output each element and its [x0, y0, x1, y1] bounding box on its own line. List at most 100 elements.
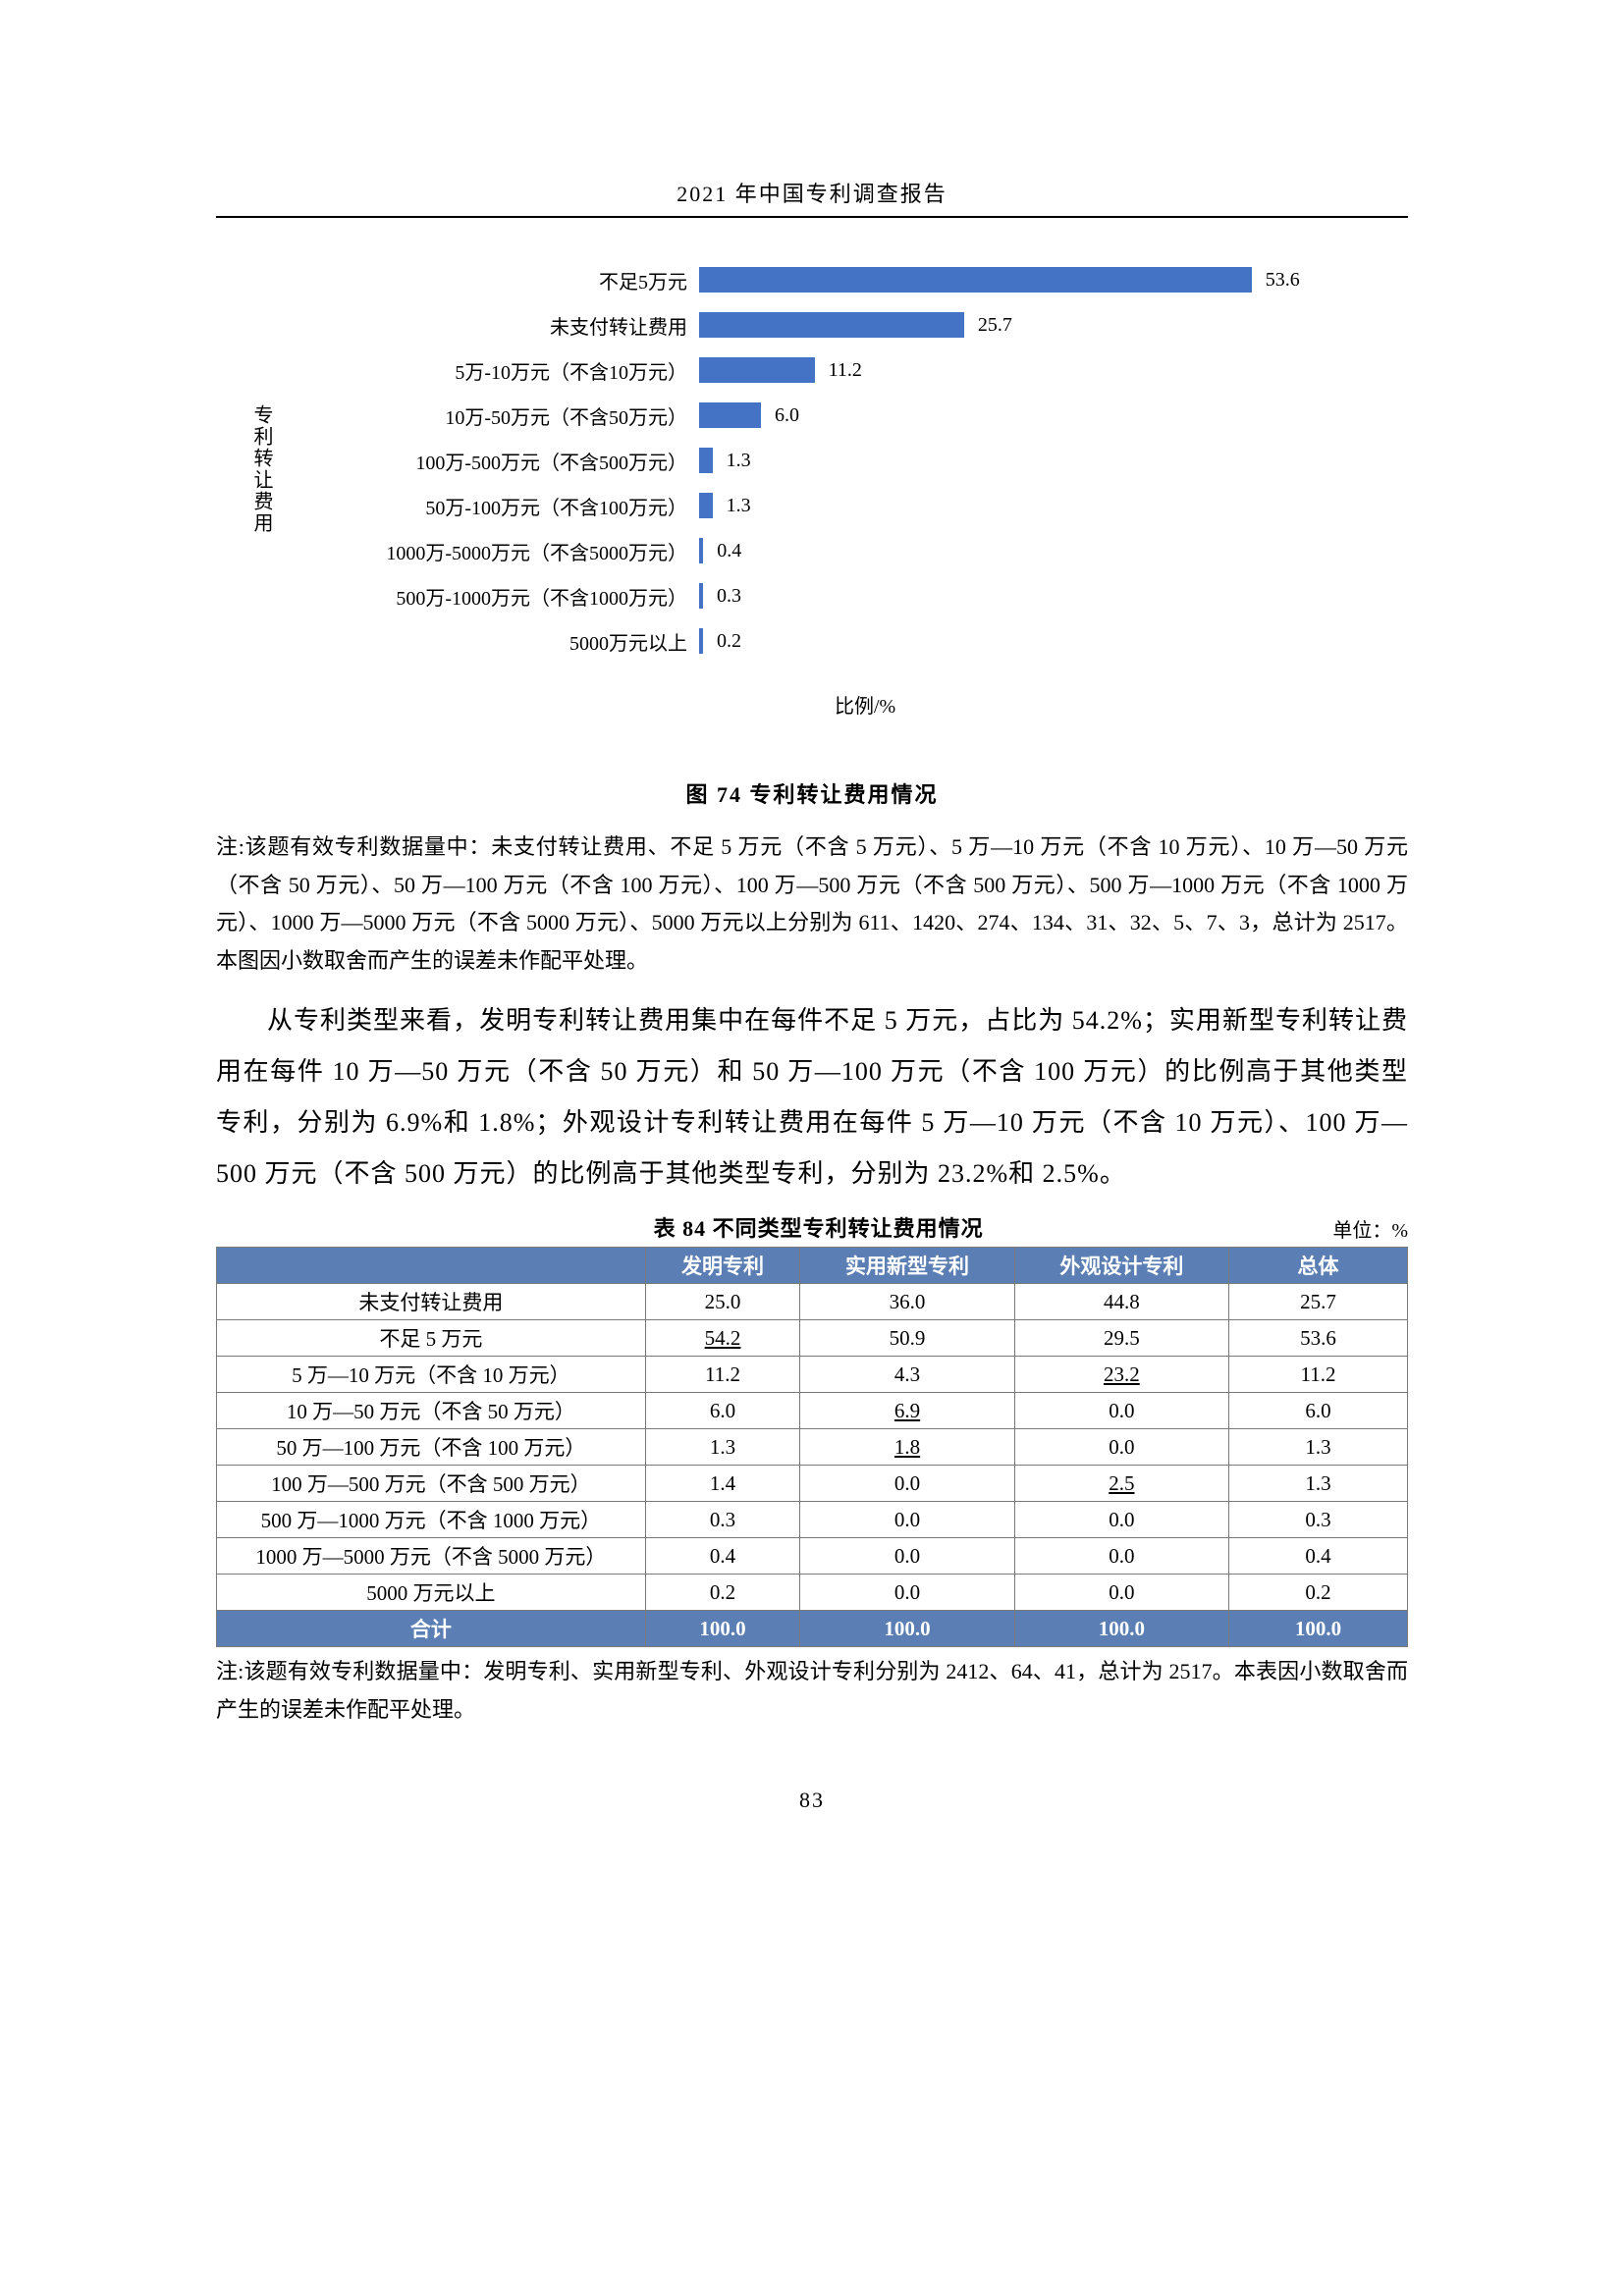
chart-bar: [699, 267, 1252, 293]
table-cell: 4.3: [800, 1357, 1014, 1393]
table-row: 未支付转让费用25.036.044.825.7: [217, 1284, 1408, 1320]
table-cell: 0.0: [1014, 1393, 1228, 1429]
chart-value-label: 0.2: [717, 630, 741, 653]
bar-chart: 专利转让费用 不足5万元53.6未支付转让费用25.75万-10万元（不含10万…: [275, 257, 1408, 719]
chart-row: 5000万元以上 0.2: [275, 618, 1408, 664]
chart-row: 未支付转让费用 25.7: [275, 302, 1408, 347]
table-total-row: 合计100.0100.0100.0100.0: [217, 1611, 1408, 1647]
table-cell: 0.4: [645, 1538, 800, 1575]
table-row-label: 5 万—10 万元（不含 10 万元）: [217, 1357, 646, 1393]
table-cell: 1.3: [1229, 1429, 1408, 1466]
chart-row: 不足5万元 53.6: [275, 257, 1408, 302]
table-row-label: 100 万—500 万元（不含 500 万元）: [217, 1466, 646, 1502]
chart-category-label: 1000万-5000万元（不含5000万元）: [275, 537, 699, 565]
chart-bar: [699, 628, 703, 654]
chart-row: 100万-500万元（不含500万元） 1.3: [275, 438, 1408, 483]
table-row: 50 万—100 万元（不含 100 万元）1.31.80.01.3: [217, 1429, 1408, 1466]
table-cell: 0.3: [645, 1502, 800, 1538]
table-unit: 单位：%: [1332, 1214, 1408, 1243]
table-cell: 1.3: [645, 1429, 800, 1466]
data-table: 发明专利实用新型专利外观设计专利总体 未支付转让费用25.036.044.825…: [216, 1247, 1408, 1647]
chart-value-label: 6.0: [775, 404, 799, 427]
table-cell: 0.0: [800, 1575, 1014, 1611]
table-row-label: 10 万—50 万元（不含 50 万元）: [217, 1393, 646, 1429]
chart-bar: [699, 493, 713, 518]
figure-caption: 图 74 专利转让费用情况: [216, 777, 1408, 809]
table-cell: 100.0: [645, 1611, 800, 1647]
chart-value-label: 25.7: [978, 314, 1012, 337]
table-row: 10 万—50 万元（不含 50 万元）6.06.90.06.0: [217, 1393, 1408, 1429]
chart-category-label: 5000万元以上: [275, 627, 699, 656]
chart-value-label: 0.3: [717, 585, 741, 608]
table-cell: 0.0: [800, 1538, 1014, 1575]
table-cell: 23.2: [1014, 1357, 1228, 1393]
chart-bar: [699, 357, 815, 383]
table-cell: 0.0: [800, 1502, 1014, 1538]
table-cell: 6.0: [645, 1393, 800, 1429]
table-cell: 50.9: [800, 1320, 1014, 1357]
table-row-label: 500 万—1000 万元（不含 1000 万元）: [217, 1502, 646, 1538]
table-row: 1000 万—5000 万元（不含 5000 万元）0.40.00.00.4: [217, 1538, 1408, 1575]
table-cell: 0.0: [1014, 1502, 1228, 1538]
table-cell: 0.2: [645, 1575, 800, 1611]
chart-category-label: 10万-50万元（不含50万元）: [275, 401, 699, 430]
table-cell: 25.7: [1229, 1284, 1408, 1320]
body-paragraph: 从专利类型来看，发明专利转让费用集中在每件不足 5 万元，占比为 54.2%；实…: [216, 995, 1408, 1200]
chart-category-label: 100万-500万元（不含500万元）: [275, 447, 699, 475]
chart-value-label: 11.2: [829, 359, 862, 382]
chart-value-label: 1.3: [727, 450, 751, 472]
table-header-cell: 外观设计专利: [1014, 1248, 1228, 1284]
chart-category-label: 50万-100万元（不含100万元）: [275, 492, 699, 520]
chart-bar: [699, 583, 703, 609]
chart-y-axis-label: 专利转让费用: [247, 404, 276, 534]
table-cell: 54.2: [645, 1320, 800, 1357]
table-cell: 0.3: [1229, 1502, 1408, 1538]
table-cell: 2.5: [1014, 1466, 1228, 1502]
chart-row: 10万-50万元（不含50万元） 6.0: [275, 393, 1408, 438]
table-cell: 36.0: [800, 1284, 1014, 1320]
chart-bar: [699, 448, 713, 473]
table-cell: 44.8: [1014, 1284, 1228, 1320]
chart-category-label: 5万-10万元（不含10万元）: [275, 356, 699, 385]
table-cell: 1.3: [1229, 1466, 1408, 1502]
table-row: 100 万—500 万元（不含 500 万元）1.40.02.51.3: [217, 1466, 1408, 1502]
table-cell: 0.0: [1014, 1538, 1228, 1575]
table-cell: 0.0: [800, 1466, 1014, 1502]
chart-value-label: 0.4: [717, 540, 741, 562]
table-cell: 6.9: [800, 1393, 1014, 1429]
table-row-label: 5000 万元以上: [217, 1575, 646, 1611]
chart-value-label: 53.6: [1266, 269, 1300, 292]
table-cell: 53.6: [1229, 1320, 1408, 1357]
table-row-label: 50 万—100 万元（不含 100 万元）: [217, 1429, 646, 1466]
table-row: 5 万—10 万元（不含 10 万元）11.24.323.211.2: [217, 1357, 1408, 1393]
page-header: 2021 年中国专利调查报告: [216, 177, 1408, 218]
table-row: 不足 5 万元54.250.929.553.6: [217, 1320, 1408, 1357]
table-header-cell: [217, 1248, 646, 1284]
table-header-cell: 发明专利: [645, 1248, 800, 1284]
table-cell: 11.2: [645, 1357, 800, 1393]
figure-note: 注:该题有效专利数据量中：未支付转让费用、不足 5 万元（不含 5 万元）、5 …: [216, 828, 1408, 980]
table-header-cell: 总体: [1229, 1248, 1408, 1284]
table-note: 注:该题有效专利数据量中：发明专利、实用新型专利、外观设计专利分别为 2412、…: [216, 1653, 1408, 1729]
chart-bar: [699, 538, 703, 563]
chart-bar: [699, 312, 964, 338]
chart-category-label: 不足5万元: [275, 266, 699, 294]
chart-row: 1000万-5000万元（不含5000万元） 0.4: [275, 528, 1408, 573]
table-cell: 29.5: [1014, 1320, 1228, 1357]
chart-row: 5万-10万元（不含10万元） 11.2: [275, 347, 1408, 393]
table-cell: 0.2: [1229, 1575, 1408, 1611]
chart-row: 500万-1000万元（不含1000万元） 0.3: [275, 573, 1408, 618]
table-cell: 6.0: [1229, 1393, 1408, 1429]
table-cell: 11.2: [1229, 1357, 1408, 1393]
chart-category-label: 未支付转让费用: [275, 311, 699, 340]
table-cell: 1.4: [645, 1466, 800, 1502]
table-caption: 表 84 不同类型专利转让费用情况: [304, 1211, 1332, 1243]
table-row-label: 未支付转让费用: [217, 1284, 646, 1320]
table-row-label: 不足 5 万元: [217, 1320, 646, 1357]
chart-row: 50万-100万元（不含100万元）1.3: [275, 483, 1408, 528]
chart-x-axis-label: 比例/%: [835, 690, 895, 719]
table-header-cell: 实用新型专利: [800, 1248, 1014, 1284]
chart-category-label: 500万-1000万元（不含1000万元）: [275, 582, 699, 611]
table-cell: 100.0: [1229, 1611, 1408, 1647]
table-row: 500 万—1000 万元（不含 1000 万元）0.30.00.00.3: [217, 1502, 1408, 1538]
